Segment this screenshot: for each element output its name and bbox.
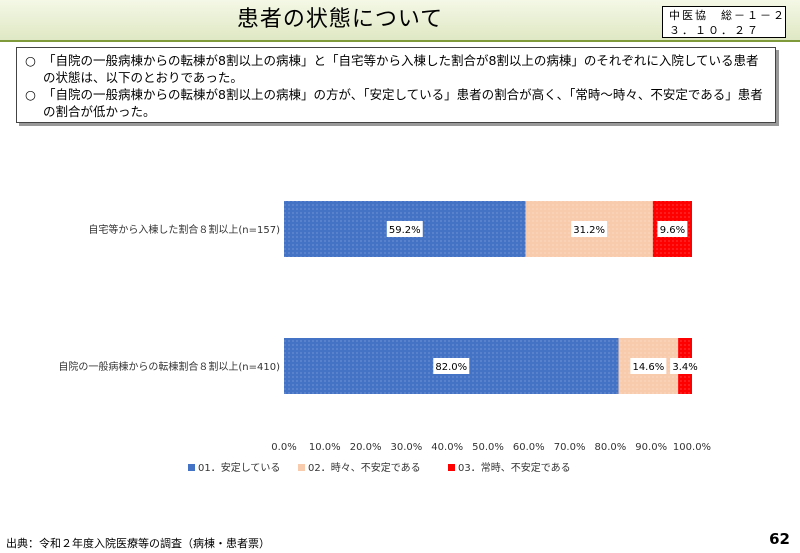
summary-bullet: ○ 「自院の一般病棟からの転棟が8割以上の病棟」の方が、「安定している」患者の割合…	[25, 86, 767, 120]
bullet-marker: ○	[25, 53, 36, 68]
page-number: 62	[769, 530, 790, 548]
data-label: 59.2%	[389, 225, 421, 236]
legend-swatch	[298, 464, 305, 471]
x-tick-label: 70.0%	[554, 442, 586, 453]
x-tick-label: 80.0%	[595, 442, 627, 453]
badge-date: ３．１０．２７	[669, 24, 760, 37]
x-tick-label: 100.0%	[673, 442, 711, 453]
stacked-bar-chart: 自宅等から入棟した割合８割以上(n=157) 59.2% 31.2% 9.6% 自院の一…	[58, 201, 711, 474]
legend-label: 01．安定している	[198, 461, 280, 474]
x-tick-label: 90.0%	[635, 442, 667, 453]
data-label: 3.4%	[672, 362, 697, 373]
x-tick-label: 20.0%	[350, 442, 382, 453]
legend-swatch	[188, 464, 195, 471]
x-tick-label: 10.0%	[309, 442, 341, 453]
page-title: 患者の状態について	[236, 7, 444, 32]
data-label-box	[433, 358, 470, 374]
title-underline	[0, 40, 800, 42]
x-tick-label: 60.0%	[513, 442, 545, 453]
x-tick-label: 50.0%	[472, 442, 504, 453]
summary-bullet: ○ 「自院の一般病棟からの転棟が8割以上の病棟」と「自宅等から入棟した割合が8割以…	[25, 52, 767, 86]
x-tick-label: 30.0%	[391, 442, 423, 453]
summary-bullet-text: 「自院の一般病棟からの転棟が8割以上の病棟」の方が、「安定している」患者の割合が…	[43, 87, 763, 119]
data-label-box	[386, 221, 423, 237]
data-label-box	[571, 221, 608, 237]
category-label: 自院の一般病棟からの転棟割合８割以上(n=410)	[58, 360, 280, 373]
data-label-box	[657, 221, 688, 237]
summary-bullet-text: 「自院の一般病棟からの転棟が8割以上の病棟」と「自宅等から入棟した割合が8割以上…	[43, 53, 759, 85]
data-label: 14.6%	[632, 362, 664, 373]
x-tick-label: 0.0%	[271, 442, 296, 453]
category-label: 自宅等から入棟した割合８割以上(n=157)	[88, 223, 280, 236]
data-label: 31.2%	[573, 225, 605, 236]
badge-committee: 中医協 総－１－２	[669, 9, 786, 22]
data-label: 9.6%	[660, 225, 685, 236]
data-label-box	[630, 358, 667, 374]
legend-label: 02．時々、不安定である	[308, 461, 421, 474]
data-label-box	[670, 358, 701, 374]
summary-box: ○ 「自院の一般病棟からの転棟が8割以上の病棟」と「自宅等から入棟した割合が8割以…	[16, 47, 776, 123]
x-tick-label: 40.0%	[431, 442, 463, 453]
legend-label: 03．常時、不安定である	[458, 461, 571, 474]
legend-swatch	[448, 464, 455, 471]
source-note: 出典：令和２年度入院医療等の調査（病棟・患者票）	[6, 537, 270, 550]
data-label: 82.0%	[435, 362, 467, 373]
bullet-marker: ○	[25, 87, 36, 102]
document-id-badge: 中医協 総－１－２ ３．１０．２７	[662, 6, 786, 38]
